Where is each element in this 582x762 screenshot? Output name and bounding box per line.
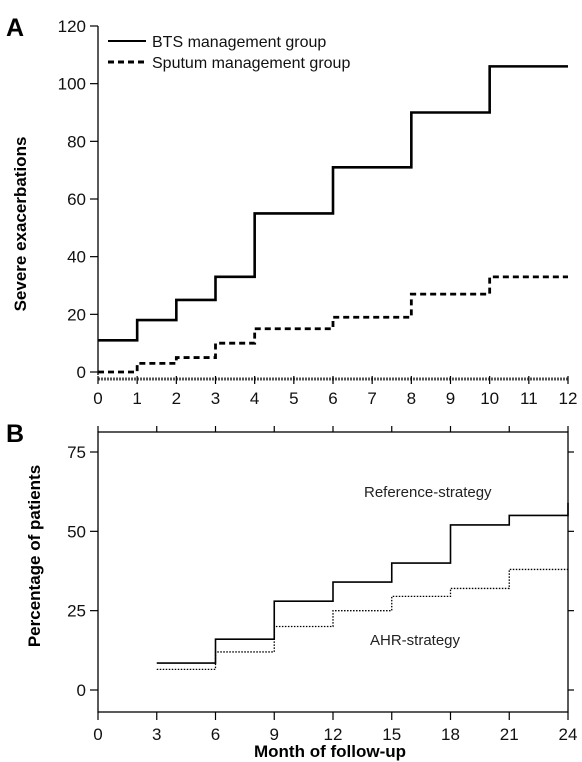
panel-a-y-tick-label: 60 <box>67 190 86 209</box>
series-label-reference: Reference-strategy <box>364 484 492 501</box>
panel-b-series-ahr-line <box>156 568 568 671</box>
panel-b-y-axis-title: Percentage of patients <box>25 465 44 647</box>
panel-a-x-tick-label: 10 <box>480 389 499 408</box>
panel-a-x-ticks: 0 1 2 3 4 5 6 7 8 9 10 11 12 <box>93 376 577 408</box>
panel-a-label: A <box>6 14 24 42</box>
panel-b-series <box>156 502 569 671</box>
panel-a-y-tick-label: 80 <box>67 132 86 151</box>
legend-label-bts: BTS management group <box>152 34 326 51</box>
panel-a-series-sputum-line <box>98 275 568 374</box>
panel-a-y-tick-label: 100 <box>58 75 86 94</box>
panel-b-x-tick-label: 12 <box>324 725 343 744</box>
panel-a-x-tick-label: 0 <box>93 389 102 408</box>
panel-a-legend: BTS management group Sputum management g… <box>108 34 350 72</box>
panel-b-chart: B Percentage of patients 0 3 6 9 12 15 18 21 24 … <box>6 420 577 761</box>
panel-a-y-tick-label: 40 <box>67 248 86 267</box>
panel-a-x-tick-label: 6 <box>328 389 337 408</box>
panel-a-y-tick-label: 120 <box>58 17 86 36</box>
panel-b-y-tick-label: 25 <box>67 602 86 621</box>
panel-b-axes <box>97 431 569 713</box>
panel-b-y-ticks: 0 25 50 75 <box>67 443 574 700</box>
panel-b-x-tick-label: 21 <box>500 725 519 744</box>
panel-b-y-tick-label: 75 <box>67 443 86 462</box>
panel-b-x-tick-label: 18 <box>441 725 460 744</box>
panel-b-series-reference-line <box>156 502 569 664</box>
panel-b-label: B <box>6 420 24 448</box>
panel-b-y-tick-label: 50 <box>67 522 86 541</box>
panel-a-x-tick-label: 4 <box>250 389 259 408</box>
panel-a-x-tick-label: 9 <box>446 389 455 408</box>
panel-b-x-tick-label: 15 <box>382 725 401 744</box>
panel-b-x-axis-title: Month of follow-up <box>254 742 406 761</box>
panel-a-x-tick-label: 3 <box>211 389 220 408</box>
legend-label-sputum: Sputum management group <box>152 55 350 72</box>
panel-a-x-tick-label: 5 <box>289 389 298 408</box>
panel-a-y-tick-label: 0 <box>77 363 86 382</box>
panel-a-series-bts-line <box>98 65 568 342</box>
panel-b-x-tick-label: 24 <box>559 725 578 744</box>
panel-a-x-tick-label: 12 <box>559 389 578 408</box>
panel-a-x-tick-label: 7 <box>367 389 376 408</box>
panel-a-y-ticks: 0 20 40 60 80 100 120 <box>58 17 98 382</box>
panel-a-x-tick-label: 2 <box>172 389 181 408</box>
series-label-ahr: AHR-strategy <box>370 632 461 649</box>
panel-a-chart: A Severe exacerbations 0 1 2 3 4 5 6 7 8 9 10 11 12 … <box>6 14 577 408</box>
panel-b-frame <box>97 431 569 713</box>
panel-b-x-tick-label: 0 <box>93 725 102 744</box>
panel-a-x-tick-label: 8 <box>407 389 416 408</box>
panel-a-x-tick-label: 11 <box>520 389 538 408</box>
panel-a-y-tick-label: 20 <box>67 305 86 324</box>
panel-b-x-ticks: 0 3 6 9 12 15 18 21 24 <box>93 426 577 744</box>
panel-b-x-tick-label: 3 <box>152 725 161 744</box>
panel-b-y-tick-label: 0 <box>77 681 86 700</box>
panel-a-series <box>98 65 568 374</box>
panel-b-x-tick-label: 6 <box>211 725 220 744</box>
panel-a-x-tick-label: 1 <box>132 389 141 408</box>
panel-a-y-axis-title: Severe exacerbations <box>11 137 30 312</box>
panel-b-x-tick-label: 9 <box>270 725 279 744</box>
